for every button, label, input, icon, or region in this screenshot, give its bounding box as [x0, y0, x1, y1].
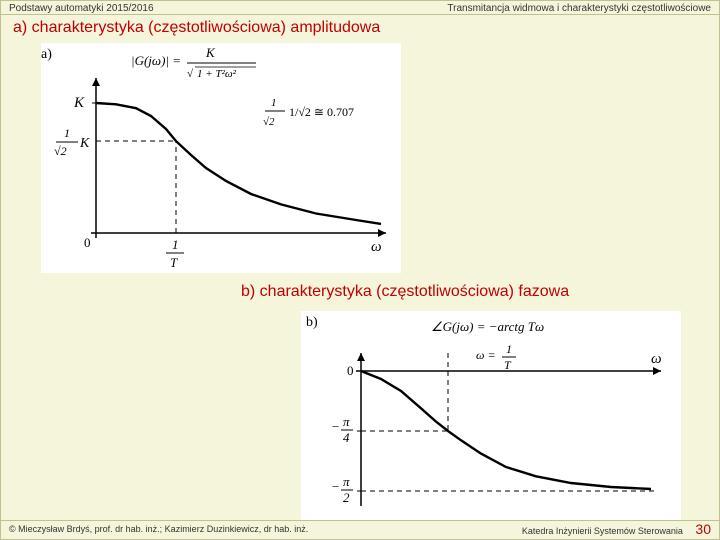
svg-text:∠G(jω) = −arctg Tω: ∠G(jω) = −arctg Tω: [431, 319, 544, 334]
page-number: 30: [685, 521, 711, 537]
slide-footer: © Mieczysław Brdyś, prof. dr hab. inż.; …: [1, 520, 719, 537]
svg-text:1 + T²ω²: 1 + T²ω²: [197, 68, 237, 80]
annotation-a: 1/√2 ≅ 0.707: [289, 105, 354, 119]
svg-text:√: √: [187, 68, 194, 80]
amplitude-chart: a) |G(jω)| = K √ 1 + T²ω² 1 √2 1/√2 ≅ 0.…: [41, 43, 401, 273]
figure-a: a) |G(jω)| = K √ 1 + T²ω² 1 √2 1/√2 ≅ 0.…: [41, 43, 401, 278]
svg-text:1: 1: [172, 237, 179, 252]
svg-text:1: 1: [506, 342, 512, 356]
svg-text:ω =: ω =: [476, 348, 496, 362]
svg-text:T: T: [170, 255, 178, 270]
footer-right: Katedra Inżynierii Systemów Sterowania: [522, 526, 683, 536]
svg-text:−: −: [331, 419, 340, 434]
panel-b-label: b): [306, 315, 318, 330]
phase-chart: b) ∠G(jω) = −arctg Tω ω = 1 T ω 0 −: [301, 311, 681, 521]
svg-text:|G(jω)| =: |G(jω)| =: [131, 53, 181, 68]
svg-text:2: 2: [343, 490, 350, 505]
slide-header: Podstawy automatyki 2015/2016 Transmitan…: [1, 1, 719, 15]
svg-text:4: 4: [343, 430, 350, 445]
svg-text:K: K: [205, 45, 216, 60]
svg-text:π: π: [343, 414, 350, 429]
svg-text:−: −: [331, 479, 340, 494]
section-a-title: a) charakterystyka (częstotliwościowa) a…: [1, 15, 719, 39]
footer-left: © Mieczysław Brdyś, prof. dr hab. inż.; …: [9, 524, 308, 534]
figure-b: b) ∠G(jω) = −arctg Tω ω = 1 T ω 0 −: [301, 311, 681, 526]
svg-text:K: K: [73, 95, 85, 111]
svg-text:√2: √2: [54, 144, 67, 158]
svg-text:0: 0: [347, 363, 354, 378]
panel-a-label: a): [41, 47, 52, 62]
section-b-title: b) charakterystyka (częstotliwościowa) f…: [1, 281, 577, 303]
svg-text:ω: ω: [651, 351, 662, 367]
svg-text:√2: √2: [263, 116, 275, 128]
svg-text:0: 0: [84, 235, 91, 250]
svg-text:1: 1: [271, 97, 277, 109]
svg-text:1: 1: [64, 126, 70, 140]
svg-text:π: π: [343, 474, 350, 489]
svg-text:K: K: [79, 136, 90, 151]
header-right: Transmitancja widmowa i charakterystyki …: [447, 3, 711, 14]
svg-text:ω: ω: [371, 239, 382, 255]
header-left: Podstawy automatyki 2015/2016: [9, 3, 154, 14]
